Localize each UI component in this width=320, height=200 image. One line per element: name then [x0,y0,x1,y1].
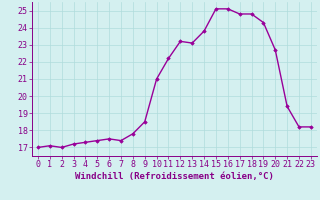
X-axis label: Windchill (Refroidissement éolien,°C): Windchill (Refroidissement éolien,°C) [75,172,274,181]
